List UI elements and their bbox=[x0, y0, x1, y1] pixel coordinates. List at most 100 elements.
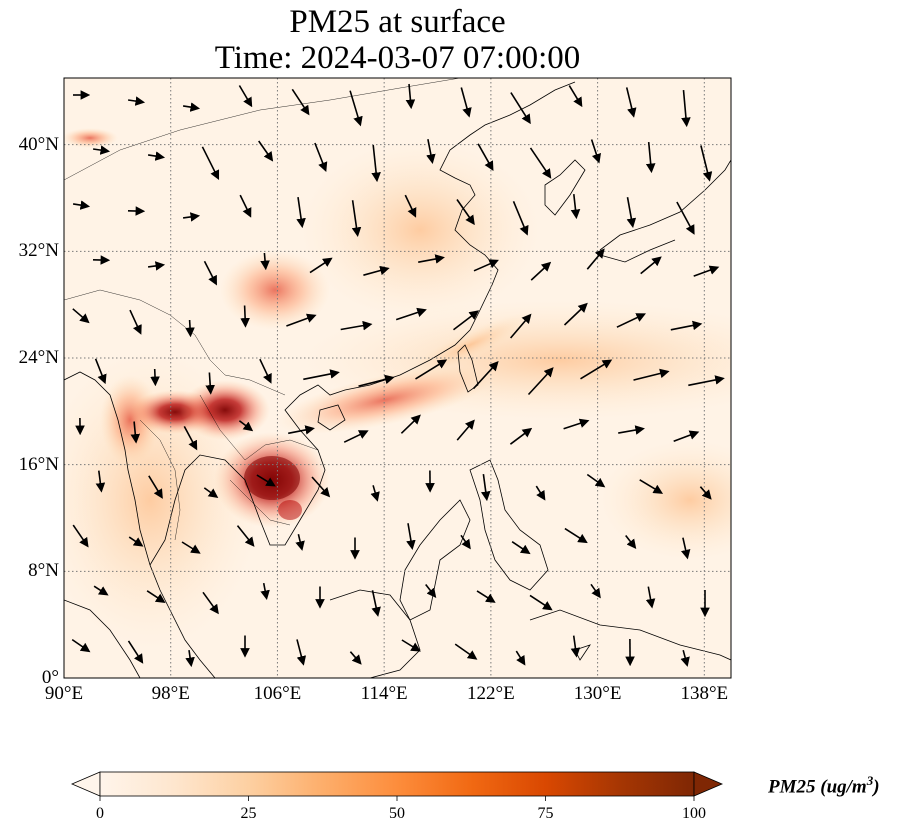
wind-arrow bbox=[418, 254, 445, 264]
wind-arrow bbox=[150, 368, 160, 387]
wind-arrow bbox=[590, 583, 601, 599]
tibet-edge-spot bbox=[64, 128, 118, 148]
map-time-subtitle: Time: 2024-03-07 07:00:00 bbox=[214, 40, 581, 76]
wind-arrow bbox=[183, 426, 198, 451]
wind-arrow bbox=[586, 473, 606, 488]
wind-arrow bbox=[72, 308, 90, 324]
wind-arrow bbox=[563, 418, 590, 430]
wind-arrow bbox=[92, 145, 111, 155]
map-frame bbox=[63, 77, 732, 679]
wind-arrow bbox=[128, 536, 144, 547]
wind-arrow bbox=[640, 256, 662, 275]
wind-arrow bbox=[288, 425, 315, 435]
colorbar-label: PM25 (ug/m3) bbox=[768, 773, 880, 798]
wind-arrow bbox=[401, 639, 421, 652]
wind-arrow bbox=[509, 313, 532, 339]
lon-tick-label: 90°E bbox=[44, 683, 84, 704]
wind-arrow bbox=[510, 92, 531, 125]
wind-arrow bbox=[351, 200, 362, 237]
colorbar-tick-label: 50 bbox=[389, 805, 405, 822]
wind-arrow bbox=[509, 427, 533, 445]
wind-arrow bbox=[515, 650, 526, 666]
wind-arrow bbox=[182, 102, 201, 112]
wind-arrow bbox=[286, 313, 317, 327]
wind-arrow bbox=[511, 541, 531, 555]
north-china-haze bbox=[300, 140, 540, 320]
colorbar-tick-label: 25 bbox=[240, 805, 257, 822]
wind-arrow bbox=[370, 485, 380, 502]
wind-arrow bbox=[181, 541, 201, 554]
wind-arrow bbox=[625, 535, 637, 550]
wind-arrow bbox=[570, 635, 581, 658]
lon-tick-label: 114°E bbox=[360, 683, 408, 704]
wind-arrow bbox=[616, 313, 646, 328]
wind-arrow bbox=[400, 414, 421, 434]
wind-arrow bbox=[238, 85, 253, 108]
wind-arrow bbox=[182, 212, 201, 222]
colorbar-max-extend bbox=[693, 771, 724, 797]
colorbar-label-text: PM25 (ug/m bbox=[768, 776, 867, 798]
wind-arrow bbox=[303, 369, 340, 381]
wind-arrow bbox=[688, 375, 725, 387]
cambodia-south-spot bbox=[278, 500, 302, 520]
map-title: PM25 at surface bbox=[289, 4, 506, 40]
wind-arrow bbox=[291, 88, 310, 116]
wind-arrow bbox=[568, 85, 583, 108]
wind-arrow bbox=[476, 590, 496, 603]
graticule bbox=[64, 78, 731, 678]
wind-arrow bbox=[472, 361, 499, 390]
wind-arrow bbox=[95, 470, 106, 493]
wind-arrow bbox=[426, 139, 436, 164]
wind-arrow bbox=[645, 142, 656, 174]
wind-arrow bbox=[371, 145, 381, 183]
wind-arrow bbox=[529, 147, 552, 179]
wind-arrow bbox=[425, 584, 437, 599]
wind-arrow bbox=[203, 260, 217, 286]
wind-arrow bbox=[618, 425, 645, 435]
wind-arrow bbox=[148, 475, 163, 499]
colorbar-tick-label: 100 bbox=[682, 805, 706, 822]
wind-arrow bbox=[453, 310, 480, 331]
wind-arrow bbox=[363, 265, 390, 276]
wind-arrow bbox=[239, 194, 252, 218]
wind-arrow bbox=[456, 199, 475, 226]
pm25-map bbox=[63, 77, 732, 679]
wind-arrow bbox=[415, 359, 448, 380]
wind-arrow bbox=[147, 151, 166, 161]
wind-arrow bbox=[681, 537, 691, 560]
wind-arrow bbox=[311, 476, 331, 498]
wind-arrow bbox=[673, 430, 700, 442]
wind-arrow bbox=[473, 259, 499, 272]
colorbar-tick-label: 75 bbox=[537, 805, 554, 822]
colorbar-label-exponent: 3 bbox=[866, 773, 874, 788]
wind-arrow bbox=[349, 651, 362, 665]
country-borders bbox=[64, 78, 461, 541]
wind-arrow bbox=[296, 196, 306, 229]
wind-arrow bbox=[260, 252, 270, 271]
lat-tick-label: 40°N bbox=[18, 133, 59, 155]
wind-arrow bbox=[527, 367, 554, 396]
wind-arrow bbox=[625, 87, 637, 118]
wind-arrow bbox=[626, 197, 637, 228]
west-pacific-haze bbox=[600, 440, 731, 560]
wind-arrow bbox=[358, 374, 395, 387]
wind-arrow bbox=[258, 140, 274, 162]
wind-arrow bbox=[201, 146, 220, 181]
wind-arrow bbox=[203, 487, 219, 498]
wind-arrow bbox=[535, 485, 546, 501]
wind-arrow bbox=[563, 302, 588, 326]
wind-arrow bbox=[371, 590, 381, 617]
wind-arrow bbox=[480, 473, 491, 502]
wind-arrow bbox=[395, 307, 427, 321]
wind-arrow bbox=[670, 320, 703, 331]
lat-tick-label: 32°N bbox=[18, 240, 59, 262]
wind-arrow bbox=[314, 142, 328, 172]
wind-arrow bbox=[460, 534, 471, 550]
wind-arrow bbox=[699, 486, 712, 500]
wind-arrow bbox=[129, 309, 142, 335]
wind-arrow bbox=[530, 261, 552, 281]
wind-arrow bbox=[564, 527, 588, 544]
wind-arrow bbox=[580, 359, 613, 380]
wind-arrow bbox=[680, 649, 690, 667]
lat-tick-label: 8°N bbox=[28, 560, 59, 582]
